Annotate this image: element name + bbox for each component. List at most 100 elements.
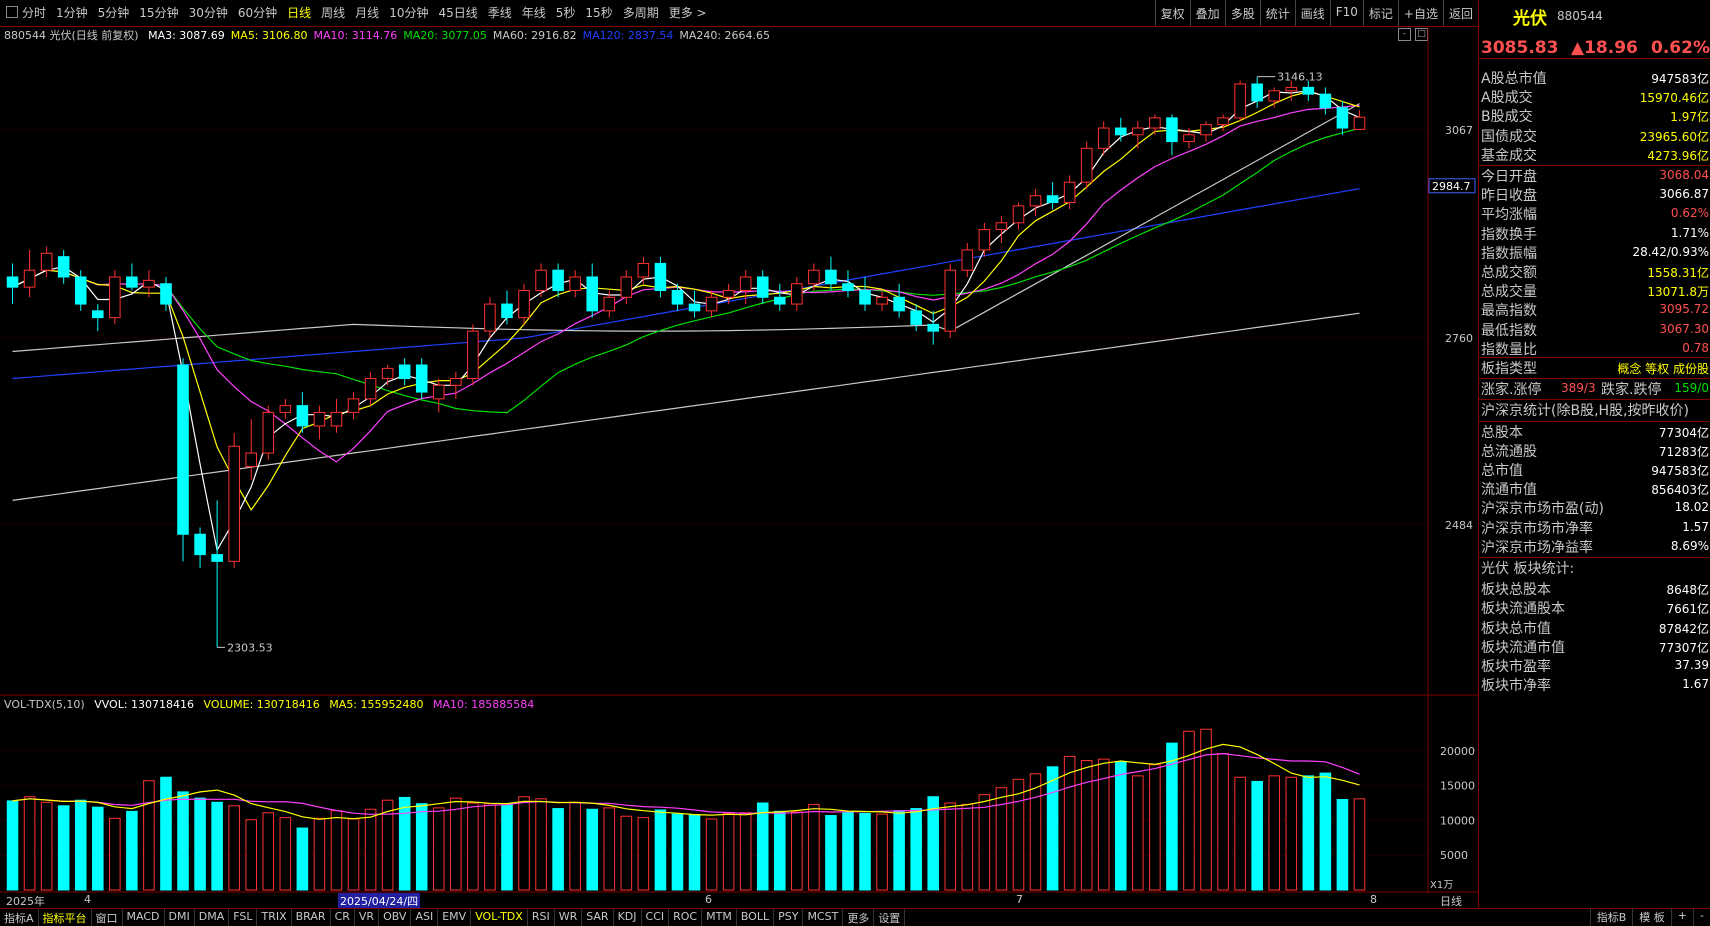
period-tab-9[interactable]: 10分钟 bbox=[389, 6, 429, 20]
candle-body[interactable] bbox=[773, 296, 786, 305]
candle-body[interactable] bbox=[1114, 127, 1127, 136]
candle-body[interactable] bbox=[415, 364, 428, 393]
candle-body[interactable] bbox=[1268, 90, 1281, 102]
indicator-tab-6[interactable]: FSL bbox=[229, 909, 258, 926]
candle-body[interactable] bbox=[1029, 195, 1042, 207]
period-tab-1[interactable]: 1分钟 bbox=[56, 6, 88, 20]
candle-body[interactable] bbox=[143, 279, 155, 288]
candle-body[interactable] bbox=[1217, 117, 1229, 126]
candle-body[interactable] bbox=[6, 276, 19, 288]
period-tab-0[interactable]: 分时 bbox=[22, 6, 47, 20]
candle-body[interactable] bbox=[961, 249, 974, 271]
candle-body[interactable] bbox=[279, 405, 292, 413]
candle-body[interactable] bbox=[1302, 86, 1315, 95]
candle-body[interactable] bbox=[364, 378, 377, 400]
indicator-tab-8[interactable]: BRAR bbox=[292, 909, 331, 926]
minimize-icon[interactable]: - bbox=[1398, 28, 1411, 41]
indicator-right-0[interactable]: 指标B bbox=[1589, 908, 1633, 926]
tool-button-1[interactable]: 叠加 bbox=[1189, 0, 1225, 26]
period-tab-13[interactable]: 5秒 bbox=[555, 6, 576, 20]
board-type-value[interactable]: 概念 等权 成份股 bbox=[1617, 362, 1709, 376]
candle-body[interactable] bbox=[450, 378, 462, 386]
candle-body[interactable] bbox=[808, 269, 820, 285]
candle-body[interactable] bbox=[330, 411, 343, 427]
period-tab-12[interactable]: 年线 bbox=[521, 6, 546, 20]
indicator-tab-12[interactable]: ASI bbox=[411, 909, 439, 926]
indicator-tab-21[interactable]: MTM bbox=[702, 909, 737, 926]
candle-body[interactable] bbox=[535, 269, 547, 292]
candle-body[interactable] bbox=[927, 323, 940, 332]
candle-body[interactable] bbox=[859, 290, 871, 305]
candle-body[interactable] bbox=[194, 533, 206, 556]
candle-body[interactable] bbox=[893, 296, 905, 312]
candle-body[interactable] bbox=[1063, 181, 1076, 203]
candle-body[interactable] bbox=[654, 262, 667, 292]
candle-body[interactable] bbox=[432, 384, 445, 400]
candle-body[interactable] bbox=[211, 554, 223, 562]
period-tab-6[interactable]: 日线 bbox=[287, 6, 312, 20]
candle-body[interactable] bbox=[1149, 117, 1161, 129]
indicator-tab-17[interactable]: SAR bbox=[582, 909, 614, 926]
candle-body[interactable] bbox=[910, 310, 922, 325]
indicator-right-3[interactable]: - bbox=[1693, 908, 1710, 926]
candle-body[interactable] bbox=[978, 229, 991, 251]
kline-chart[interactable]: 3067 2760 2484 2984.7 3146.13 2303.53 20000 150… bbox=[0, 0, 1478, 893]
indicator-tab-19[interactable]: CCI bbox=[642, 909, 670, 926]
candle-body[interactable] bbox=[313, 411, 326, 427]
candle-body[interactable] bbox=[603, 296, 616, 312]
indicator-tab-26[interactable]: 设置 bbox=[874, 909, 906, 926]
tool-button-4[interactable]: 画线 bbox=[1294, 0, 1330, 26]
indicator-tab-2[interactable]: 窗口 bbox=[92, 909, 123, 926]
period-tab-16[interactable]: 更多 > bbox=[668, 6, 707, 20]
tool-button-7[interactable]: +自选 bbox=[1397, 0, 1443, 26]
indicator-tab-13[interactable]: EMV bbox=[438, 909, 472, 926]
candle-body[interactable] bbox=[756, 276, 769, 298]
candle-body[interactable] bbox=[245, 452, 258, 468]
candle-body[interactable] bbox=[842, 283, 854, 292]
candle-body[interactable] bbox=[1046, 195, 1059, 204]
tool-button-5[interactable]: F10 bbox=[1329, 0, 1363, 26]
candle-body[interactable] bbox=[722, 290, 735, 298]
period-tab-2[interactable]: 5分钟 bbox=[97, 6, 130, 20]
candle-body[interactable] bbox=[1080, 147, 1093, 183]
candle-body[interactable] bbox=[1012, 205, 1025, 224]
candle-body[interactable] bbox=[518, 290, 530, 319]
candle-body[interactable] bbox=[995, 222, 1008, 231]
candle-body[interactable] bbox=[552, 269, 564, 292]
period-tab-4[interactable]: 30分钟 bbox=[188, 6, 228, 20]
indicator-tab-0[interactable]: 指标A bbox=[0, 909, 39, 926]
candle-body[interactable] bbox=[91, 310, 104, 319]
candle-body[interactable] bbox=[688, 303, 701, 312]
indicator-tab-7[interactable]: TRIX bbox=[257, 909, 292, 926]
indicator-tab-11[interactable]: OBV bbox=[379, 909, 412, 926]
candle-body[interactable] bbox=[671, 290, 684, 305]
period-tab-7[interactable]: 周线 bbox=[321, 6, 346, 20]
tool-button-0[interactable]: 复权 bbox=[1154, 0, 1190, 26]
indicator-tab-9[interactable]: CR bbox=[331, 909, 355, 926]
candle-body[interactable] bbox=[40, 252, 53, 271]
candle-body[interactable] bbox=[1166, 117, 1178, 143]
candle-body[interactable] bbox=[620, 276, 633, 298]
candle-body[interactable] bbox=[23, 269, 36, 288]
candle-body[interactable] bbox=[109, 276, 121, 319]
candle-body[interactable] bbox=[228, 445, 240, 562]
period-tab-14[interactable]: 15秒 bbox=[585, 6, 613, 20]
candle-body[interactable] bbox=[501, 303, 513, 319]
period-tab-10[interactable]: 45日线 bbox=[438, 6, 478, 20]
tool-button-8[interactable]: 返回 bbox=[1442, 0, 1478, 26]
candle-body[interactable] bbox=[944, 269, 957, 332]
period-tab-15[interactable]: 多周期 bbox=[622, 6, 659, 20]
candle-body[interactable] bbox=[347, 398, 360, 413]
candle-body[interactable] bbox=[126, 276, 138, 288]
candle-body[interactable] bbox=[484, 303, 496, 332]
candle-body[interactable] bbox=[705, 296, 718, 312]
indicator-tab-16[interactable]: WR bbox=[555, 909, 583, 926]
indicator-tab-22[interactable]: BOLL bbox=[737, 909, 775, 926]
indicator-tab-3[interactable]: MACD bbox=[123, 909, 165, 926]
tool-button-3[interactable]: 统计 bbox=[1259, 0, 1295, 26]
candle-body[interactable] bbox=[398, 364, 411, 380]
candle-body[interactable] bbox=[296, 405, 309, 427]
candle-body[interactable] bbox=[791, 283, 803, 305]
candle-body[interactable] bbox=[1183, 134, 1195, 143]
candle-body[interactable] bbox=[1200, 124, 1212, 136]
